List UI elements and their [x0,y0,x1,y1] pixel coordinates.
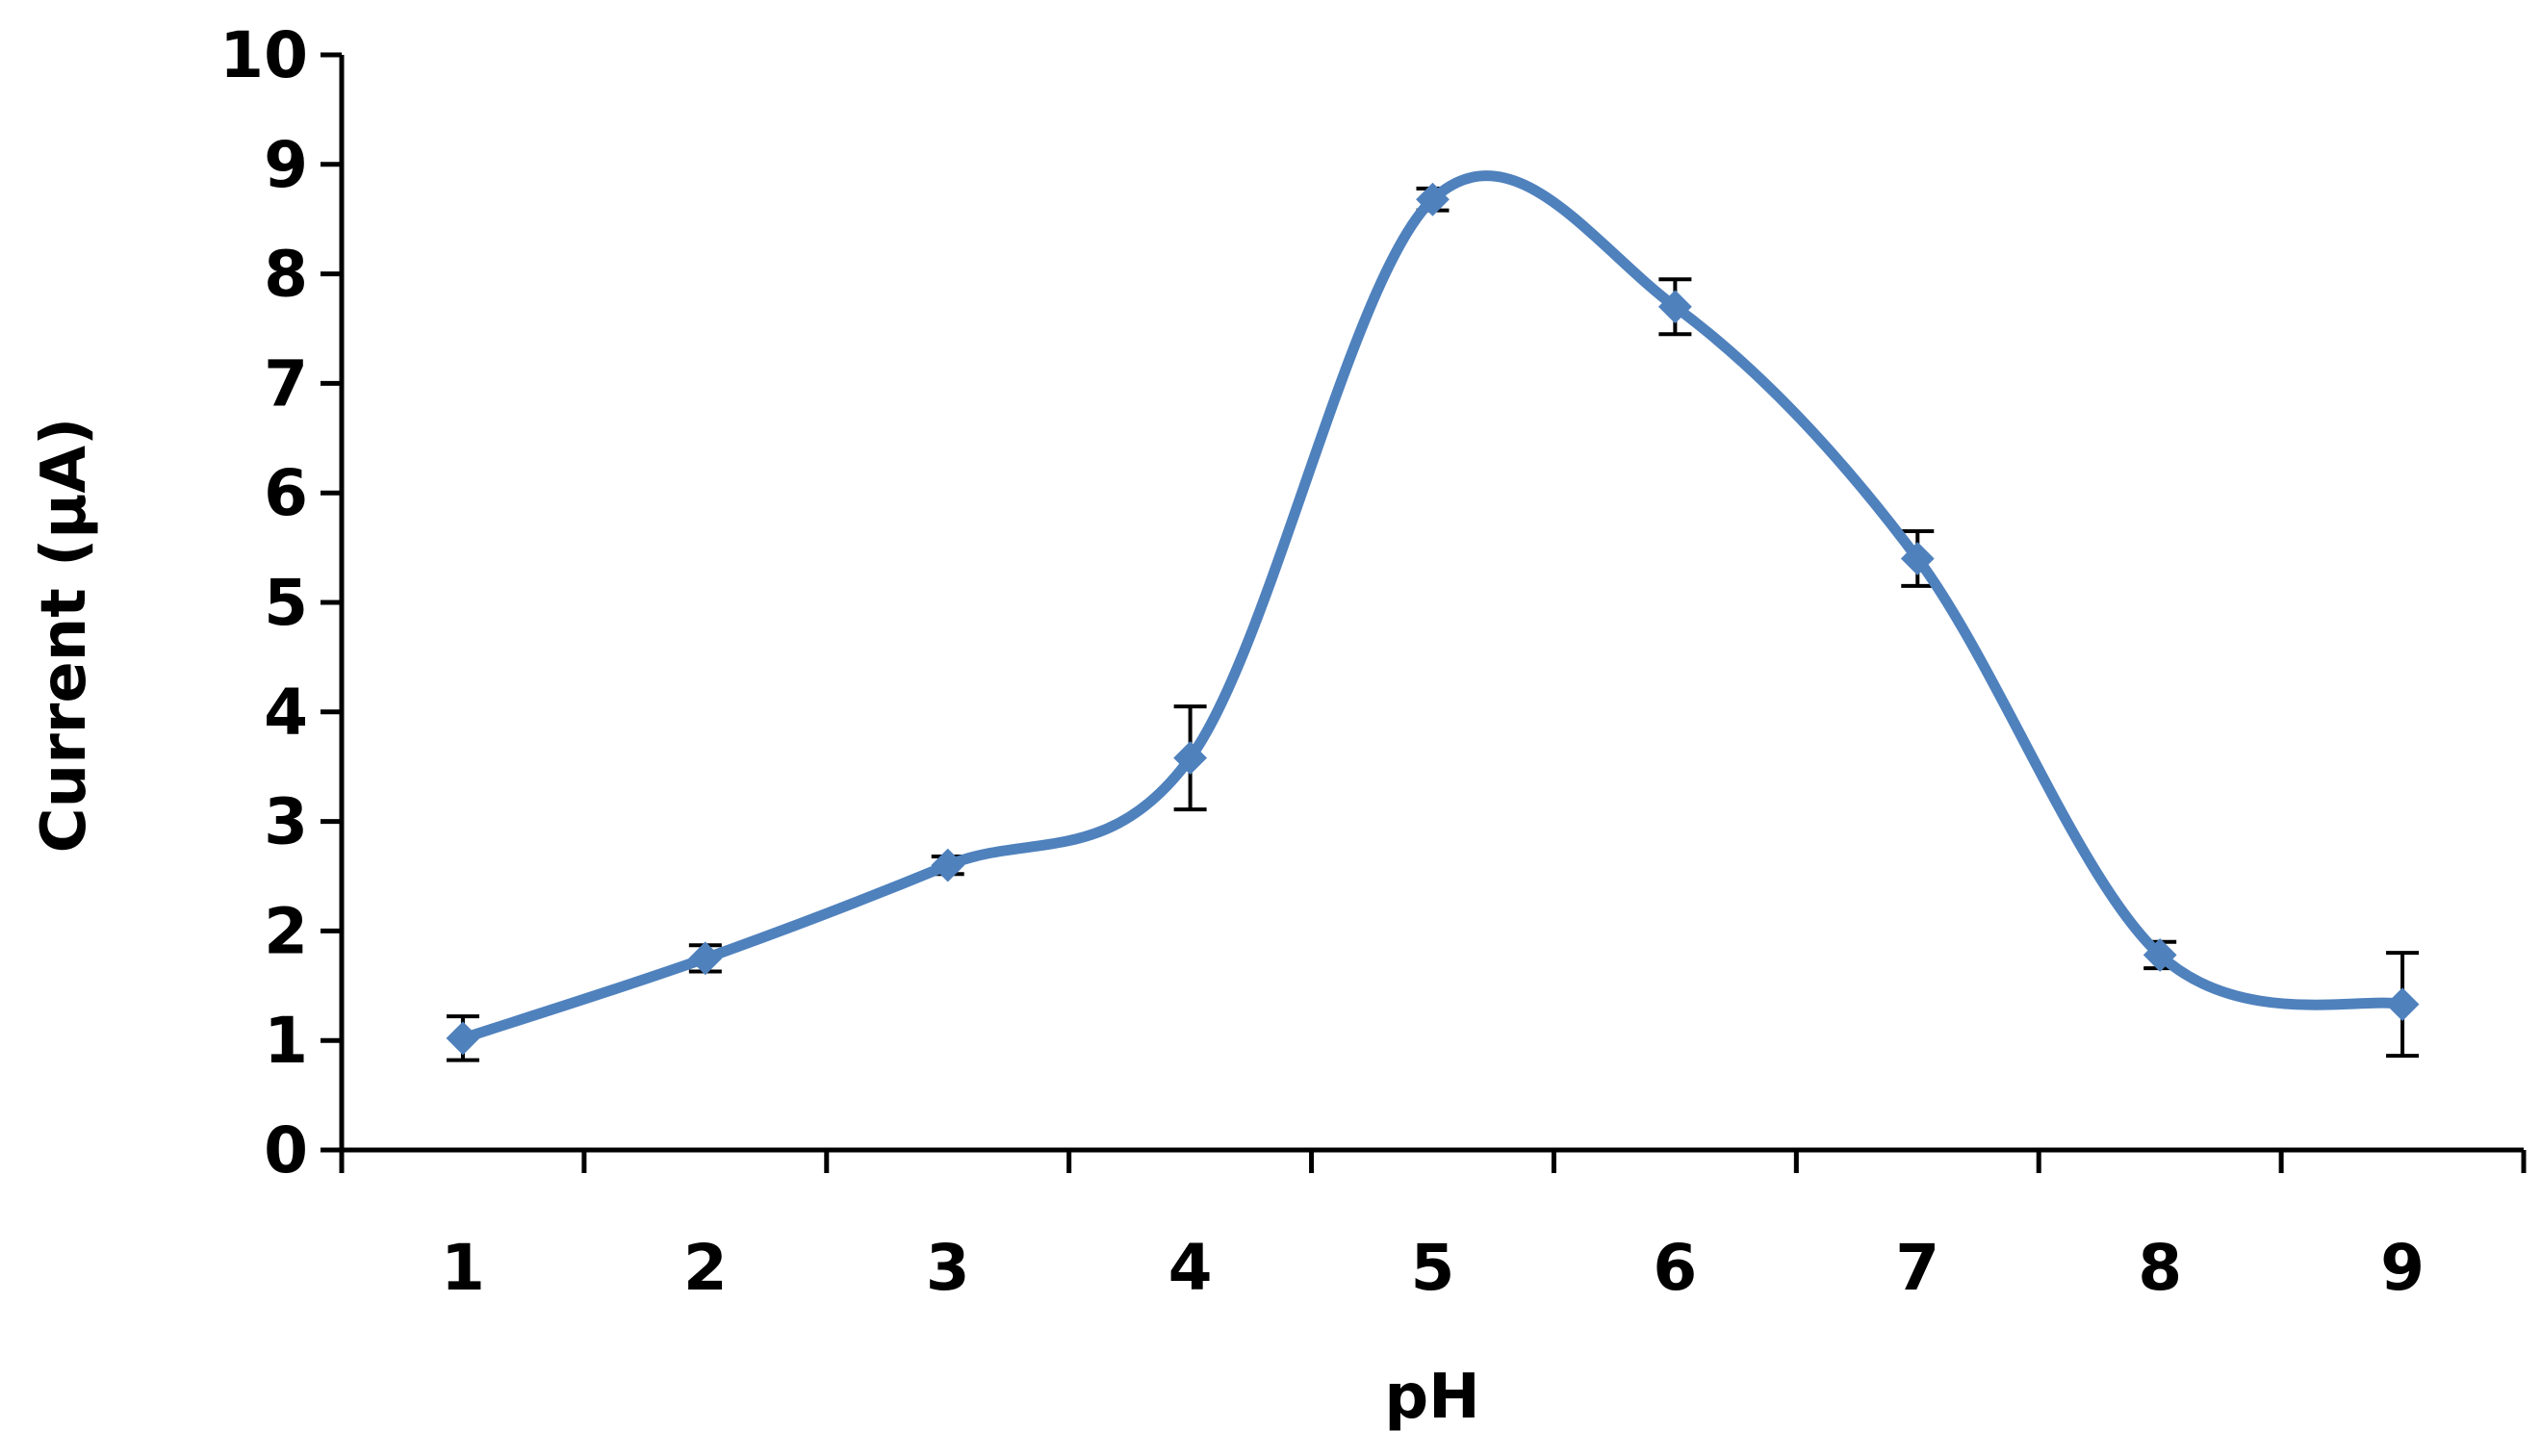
data-point-8 [2143,938,2177,972]
y-tick-label-0: 0 [264,1113,308,1188]
y-tick-label-9: 9 [264,128,308,202]
series-line [457,170,2408,1044]
x-tick-label-3: 3 [926,1231,970,1305]
data-markers [446,182,2420,1056]
x-tick-label-6: 6 [1653,1231,1697,1305]
x-tick-label-8: 8 [2138,1231,2182,1305]
y-tick-label-7: 7 [264,346,308,421]
data-point-1 [446,1021,480,1056]
x-tick-label-2: 2 [683,1231,728,1305]
x-tick-label-7: 7 [1895,1231,1939,1305]
data-point-2 [688,941,723,976]
y-tick-label-5: 5 [264,566,308,640]
x-axis-title: pH [1384,1362,1479,1433]
data-point-5 [1416,182,1450,217]
y-axis-ticks: 0 1 2 3 4 5 6 7 8 9 10 [219,18,342,1188]
y-tick-label-1: 1 [264,1004,308,1078]
x-tick-label-9: 9 [2380,1231,2425,1305]
y-tick-label-10: 10 [219,18,308,92]
data-point-3 [931,848,965,882]
data-point-7 [1900,542,1935,575]
y-tick-label-8: 8 [264,238,308,312]
y-axis-title: Current (μA) [29,418,100,854]
data-point-9 [2385,987,2420,1022]
x-tick-label-4: 4 [1168,1231,1213,1305]
error-bars [446,186,2420,1062]
series-group [457,170,2408,1044]
y-tick-label-4: 4 [264,676,308,750]
y-tick-label-3: 3 [264,785,308,859]
data-point-4 [1173,741,1208,776]
y-tick-label-2: 2 [264,894,308,968]
y-tick-label-6: 6 [264,456,308,530]
data-point-6 [1657,290,1692,324]
x-tick-label-5: 5 [1411,1231,1455,1305]
x-axis-ticks: 1 2 3 4 5 6 7 8 9 [339,1150,2527,1305]
x-tick-label-1: 1 [441,1231,485,1305]
